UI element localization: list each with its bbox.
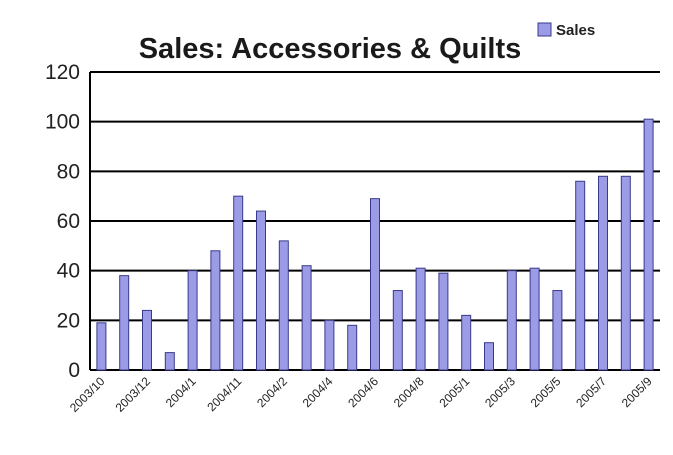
bars [96, 118, 654, 371]
bar-2004-3 [301, 265, 312, 371]
y-tick-label: 60 [57, 210, 80, 233]
y-tick-label: 80 [57, 160, 80, 183]
bar-2003-13 [164, 352, 175, 371]
x-tick-label: 2004/4 [300, 374, 336, 410]
x-tick-label: 2005/1 [436, 374, 472, 410]
bar-2005-9 [643, 118, 654, 371]
y-tick-label: 20 [57, 309, 80, 332]
legend-swatch-sales [537, 22, 552, 37]
x-tick-label: 2005/3 [482, 374, 518, 410]
bar-2003-10 [96, 322, 107, 371]
y-tick-label: 40 [57, 260, 80, 283]
bar-2004-5 [347, 324, 358, 371]
bar-2005-2 [484, 342, 494, 371]
bar-2005-8 [620, 175, 631, 371]
legend-label-sales: Sales [556, 22, 595, 39]
x-tick-label: 2004/2 [254, 374, 290, 410]
x-tick-label: 2004/11 [204, 374, 244, 414]
bar-2005-3 [506, 270, 517, 371]
chart-title: Sales: Accessories & Quilts [139, 33, 522, 65]
y-tick-label: 100 [45, 111, 80, 134]
x-tick-label: 2005/5 [528, 374, 564, 410]
x-tick-label: 2005/9 [619, 374, 655, 410]
bar-2004-1 [187, 270, 198, 371]
x-tick-label: 2004/6 [345, 374, 381, 410]
bar-2004-7 [392, 290, 403, 371]
x-tick-label: 2004/1 [163, 374, 199, 410]
bar-2005-6 [575, 180, 586, 371]
bar-2004-4 [324, 319, 335, 371]
bar-2004-6 [370, 198, 380, 371]
y-axis-ticks: 0 20 40 60 80 100 120 [45, 61, 80, 382]
bar-2005-1 [461, 314, 472, 371]
y-tick-label: 120 [45, 61, 80, 84]
x-axis-ticks: 2003/10 2003/12 2004/1 2004/11 2004/2 2004/4 2… [67, 374, 655, 415]
x-tick-label: 2004/8 [391, 374, 427, 410]
bar-2003-11 [119, 275, 130, 371]
bar-2004-8 [415, 267, 426, 371]
bar-2003-12 [142, 309, 152, 371]
bar-2005-7 [598, 175, 608, 371]
bar-2004-2 [278, 240, 289, 371]
x-tick-label: 2003/12 [113, 374, 154, 415]
bar-2004-9 [438, 272, 449, 371]
y-tick-label: 0 [68, 359, 80, 382]
legend: Sales [537, 22, 595, 39]
bar-2004-12 [256, 210, 266, 371]
bar-2004-11 [233, 195, 244, 371]
x-tick-label: 2005/7 [573, 374, 609, 410]
bar-2005-4 [529, 267, 540, 371]
bar-2005-5 [552, 290, 563, 371]
bar-2004-10 [210, 250, 221, 371]
